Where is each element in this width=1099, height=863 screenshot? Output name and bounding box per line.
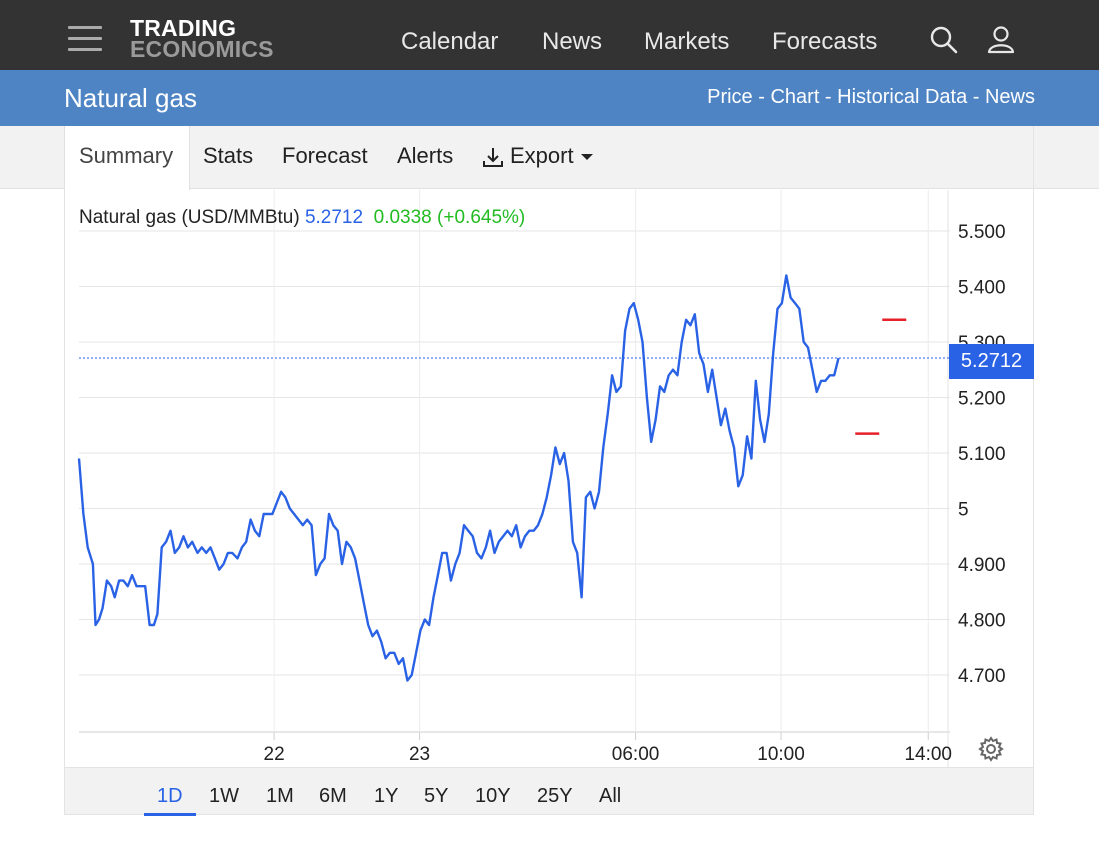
chart-markers [855,318,907,435]
title-bar [0,70,1099,126]
range-all[interactable]: All [599,785,622,807]
y-tick-label: 5.100 [958,444,1006,465]
x-tick-label: 06:00 [612,744,660,765]
legend-price: 5.2712 [304,207,364,228]
x-tick-label: 10:00 [757,744,805,765]
sublink-separator: - [819,86,838,108]
user-icon[interactable] [986,25,1016,55]
tab-summary[interactable]: Summary [79,143,174,168]
range-1y[interactable]: 1Y [374,785,399,807]
range-6m[interactable]: 6M [319,785,347,807]
x-axis: 22 23 06:00 10:00 14:00 [264,732,952,765]
x-tick-label: 22 [264,744,285,765]
menu-icon[interactable] [68,26,102,52]
legend-name: Natural gas (USD/MMBtu) [79,207,300,228]
logo-line1: TRADING [130,15,237,41]
page-title: Natural gas [64,83,197,113]
top-nav [0,0,1099,70]
legend-change-pct: (+0.645%) [437,207,526,228]
sublink-news[interactable]: News [984,86,1035,108]
download-icon[interactable] [481,145,505,169]
tab-summary-bg [64,126,190,190]
gear-icon[interactable] [978,736,1004,762]
range-10y[interactable]: 10Y [475,785,511,807]
legend-change: 0.0338 [373,207,432,228]
sublink-historical-data[interactable]: Historical Data [837,86,968,108]
range-5y[interactable]: 5Y [424,785,449,807]
sublink-separator: - [752,86,771,108]
nav-forecasts[interactable]: Forecasts [772,28,878,55]
tab-export[interactable]: Export [510,143,574,168]
series-line [77,274,840,682]
nav-news[interactable]: News [542,28,603,55]
range-bar [64,767,1034,815]
range-1w[interactable]: 1W [209,785,239,807]
y-tick-label: 5 [958,500,969,521]
tab-alerts[interactable]: Alerts [397,143,454,168]
range-active-indicator [144,813,196,816]
sublink-chart[interactable]: Chart [770,86,820,108]
sub-links: Price - Chart - Historical Data - News [707,86,1035,109]
y-tick-label: 5.200 [958,389,1006,410]
x-tick-label: 14:00 [904,744,952,765]
chart-legend: Natural gas (USD/MMBtu) 5.2712 0.0338 (+… [79,207,525,229]
sublink-price[interactable]: Price [707,86,753,108]
y-tick-label: 5.500 [958,222,1006,243]
y-axis: 4.7004.8004.90055.1005.2005.3005.4005.50… [958,222,1006,687]
sublink-separator: - [967,86,985,108]
nav-calendar[interactable]: Calendar [401,28,499,55]
y-tick-label: 4.800 [958,611,1006,632]
tab-forecast[interactable]: Forecast [282,143,368,168]
chevron-down-icon[interactable] [580,152,594,162]
range-1m[interactable]: 1M [266,785,294,807]
chart-grid [79,190,950,767]
y-tick-label: 4.700 [958,666,1006,687]
y-tick-label: 5.400 [958,278,1006,299]
range-1d[interactable]: 1D [157,785,183,807]
logo[interactable]: TRADING ECONOMICS [130,15,274,62]
y-tick-label: 4.900 [958,555,1006,576]
tab-stats[interactable]: Stats [203,143,254,168]
current-price-tag: 5.2712 [949,344,1034,379]
range-25y[interactable]: 25Y [537,785,573,807]
logo-line2: ECONOMICS [130,36,274,62]
search-icon[interactable] [929,25,959,55]
nav-markets[interactable]: Markets [644,28,730,55]
x-tick-label: 23 [409,744,430,765]
